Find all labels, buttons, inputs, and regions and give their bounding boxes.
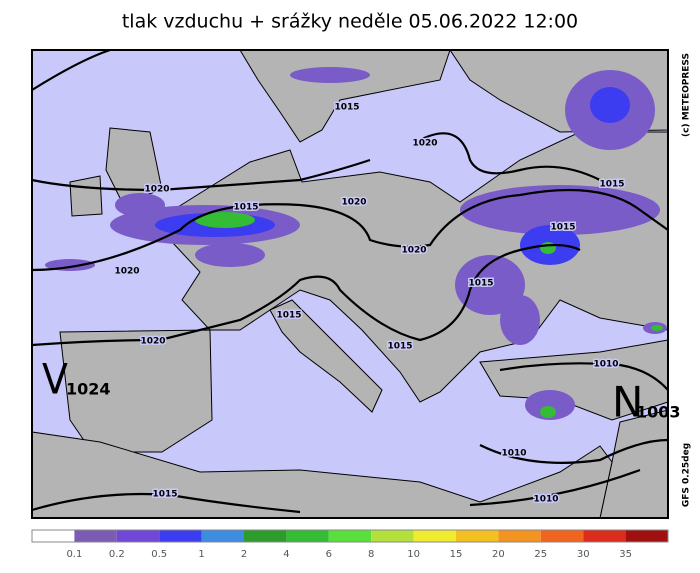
colorbar-segment <box>413 530 456 542</box>
colorbar-segment <box>583 530 626 542</box>
colorbar-segment <box>32 530 75 542</box>
colorbar-label: 0.1 <box>66 549 82 560</box>
credit: (c) METEOPRESS <box>682 53 692 137</box>
pressure-value: 1024 <box>66 380 111 399</box>
land <box>269 299 383 413</box>
map-frame <box>31 49 669 519</box>
isobar-label: 1015 <box>276 311 301 321</box>
colorbar-segment <box>74 530 117 542</box>
colorbar-segment <box>625 530 668 542</box>
colorbar-segment <box>286 530 329 542</box>
isobar-label: 1020 <box>144 185 169 195</box>
isobars <box>31 48 669 514</box>
credit: GFS 0.25deg <box>682 443 692 507</box>
isobar-label: 1015 <box>599 180 624 190</box>
colorbar-label: 0.5 <box>151 549 167 560</box>
precipitation <box>45 67 667 420</box>
colorbar-segment <box>498 530 541 542</box>
isobar-label: 1015 <box>387 342 412 352</box>
isobar-label: 1020 <box>412 139 437 149</box>
colorbar-label: 30 <box>577 549 590 560</box>
colorbar-label: 2 <box>241 549 247 560</box>
colorbar-label: 8 <box>368 549 374 560</box>
colorbar-segment <box>244 530 287 542</box>
isobar-label: 1020 <box>140 337 165 347</box>
map: 1015 1020 1020 1015 1020 1020 1015 1015 1020 1015… <box>31 48 669 519</box>
isobar-label: 1015 <box>550 223 575 233</box>
colorbar-segment <box>371 530 414 542</box>
colorbar-segment <box>456 530 499 542</box>
colorbar-label: 0.2 <box>109 549 125 560</box>
colorbar-label: 15 <box>450 549 463 560</box>
colorbar-label: 6 <box>326 549 332 560</box>
colorbar-label: 1 <box>198 549 204 560</box>
isobar-label: 1010 <box>533 495 558 505</box>
isobar-label: 1020 <box>114 267 139 277</box>
colorbar-label: 35 <box>619 549 632 560</box>
pressure-letter: N <box>612 378 643 427</box>
land <box>69 175 103 217</box>
isobar-label: 1020 <box>401 246 426 256</box>
colorbar-label: 10 <box>407 549 420 560</box>
pressure-value: 1003 <box>636 403 681 422</box>
colorbar-segment <box>201 530 244 542</box>
colorbar-segment <box>540 530 584 542</box>
colorbar-label: 20 <box>492 549 505 560</box>
pressure-letter: V <box>42 355 68 404</box>
land <box>59 329 213 453</box>
isobar-label: 1015 <box>468 279 493 289</box>
colorbar: 0.1 0.2 0.5 1 2 4 6 8 10 15 20 25 30 35 <box>31 529 669 560</box>
colorbar-segment <box>116 530 160 542</box>
isobar-label: 1020 <box>341 198 366 208</box>
isobar-label: 1015 <box>233 203 258 213</box>
colorbar-segment <box>328 530 372 542</box>
isobar-label: 1015 <box>334 103 359 113</box>
colorbar-segment <box>159 530 202 542</box>
colorbar-label: 25 <box>534 549 547 560</box>
isobar-label: 1015 <box>152 490 177 500</box>
isobar-label: 1010 <box>593 360 618 370</box>
colorbar-label: 4 <box>283 549 289 560</box>
map-title: tlak vzduchu + srážky neděle 05.06.2022 … <box>122 11 578 33</box>
colorbar-frame <box>31 529 669 543</box>
isobar-label: 1010 <box>501 449 526 459</box>
land <box>479 339 669 421</box>
